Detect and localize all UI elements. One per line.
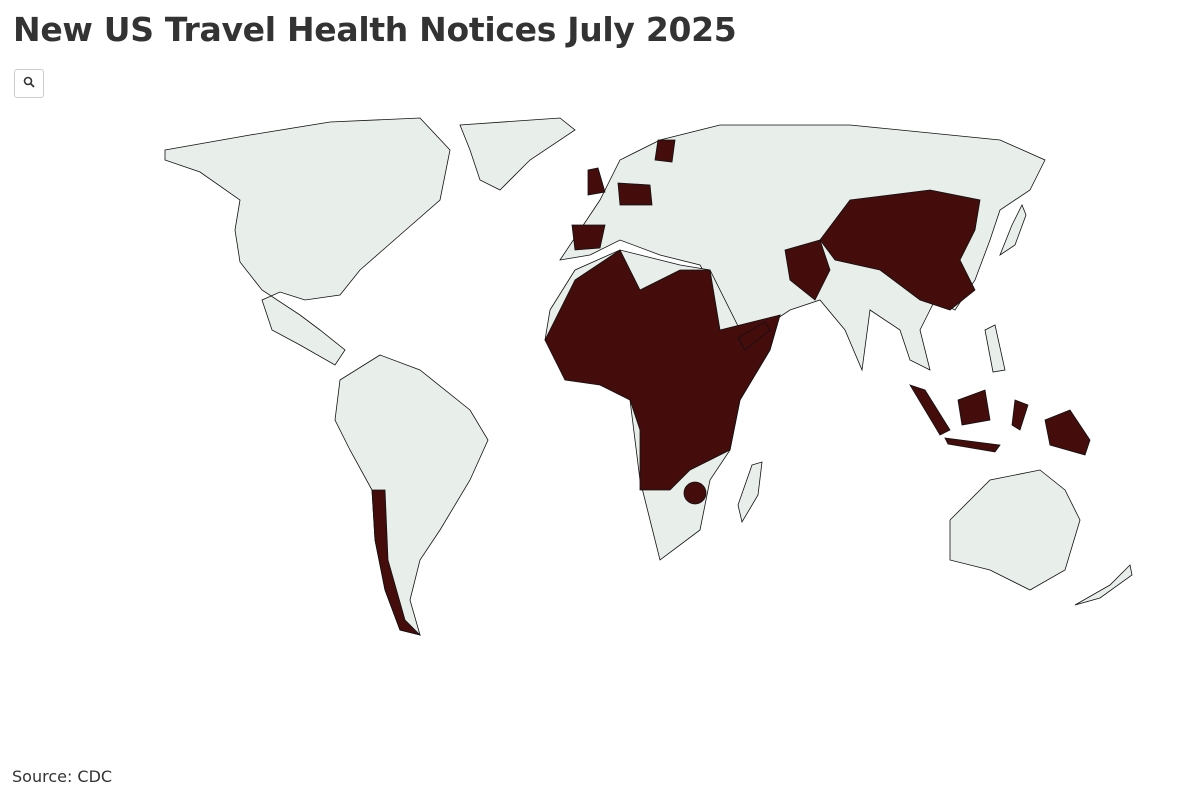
search-icon	[23, 76, 35, 88]
spain	[571, 224, 606, 251]
madagascar	[737, 461, 763, 524]
new-guinea	[1044, 409, 1091, 456]
java	[944, 437, 1001, 453]
australia	[949, 469, 1081, 591]
greenland	[459, 117, 576, 191]
notice-countries	[371, 139, 1091, 636]
yemen	[737, 321, 771, 351]
search-button[interactable]	[14, 69, 44, 98]
africa	[544, 249, 781, 561]
eurasia	[559, 124, 1046, 372]
japan	[999, 204, 1027, 257]
pakistan-afghanistan	[784, 239, 831, 301]
uk	[587, 167, 606, 196]
borneo	[957, 389, 991, 426]
africa-notices	[544, 249, 781, 491]
chile	[371, 489, 422, 636]
source: Source: CDC	[12, 767, 113, 786]
north-america	[164, 117, 451, 366]
land	[164, 117, 1133, 636]
zimbabwe	[683, 481, 707, 505]
sumatra	[909, 384, 951, 436]
sulawesi	[1011, 399, 1029, 431]
south-america	[334, 354, 489, 636]
finland	[654, 139, 676, 163]
title: New US Travel Health Notices July 2025	[13, 10, 737, 49]
poland	[617, 182, 653, 206]
china	[819, 189, 981, 311]
new-zealand	[1074, 564, 1133, 606]
philippines	[984, 324, 1006, 373]
